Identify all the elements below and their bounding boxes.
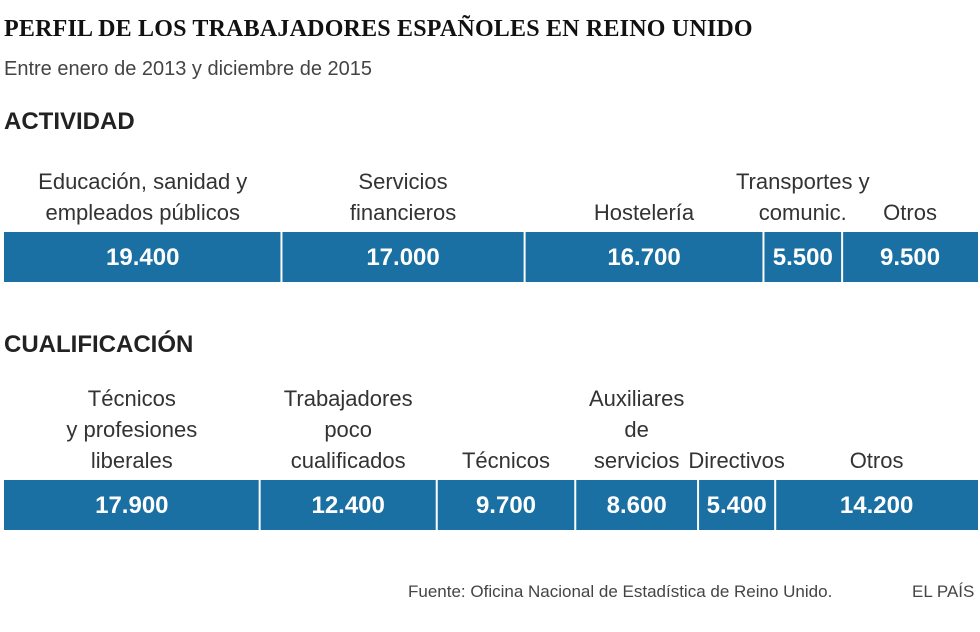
bar-segment	[842, 232, 978, 282]
bar-segment	[436, 480, 576, 530]
category-label: Otros	[850, 448, 904, 473]
bar-value-label: 12.400	[311, 492, 384, 519]
brand-logo: EL PAÍS	[912, 582, 975, 601]
bar-segment	[698, 480, 776, 530]
category-label: Transportes y comunic.	[736, 169, 870, 225]
bar-segment	[4, 480, 260, 530]
bar-segment	[763, 232, 843, 282]
category-label: Hostelería	[594, 200, 695, 225]
bar-segment	[259, 480, 437, 530]
category-label: Otros	[883, 200, 937, 225]
category-label: Educación, sanidad y empleados públicos	[38, 169, 247, 225]
stacked-bar-cualificacion: 17.900 Técnicos y profesiones liberales 12.4…	[4, 386, 978, 530]
category-label: Servicios financieros	[350, 169, 456, 225]
category-label: Directivos	[688, 448, 785, 473]
bar-value-label: 5.400	[707, 492, 767, 519]
stacked-bar-actividad: 19.400 Educación, sanidad y empleados públ…	[4, 169, 978, 282]
category-label: Trabajadores poco cualificados	[284, 386, 413, 473]
bar-value-label: 9.500	[880, 244, 940, 271]
source-note: Fuente: Oficina Nacional de Estadística …	[408, 582, 833, 601]
chart-title: PERFIL DE LOS TRABAJADORES ESPAÑOLES EN …	[4, 16, 753, 42]
section-title-actividad: ACTIVIDAD	[4, 108, 135, 135]
bar-value-label: 17.900	[95, 492, 168, 519]
bar-value-label: 8.600	[607, 492, 667, 519]
section-title-cualificacion: CUALIFICACIÓN	[4, 331, 194, 358]
bar-segment	[524, 232, 764, 282]
bar-segment	[281, 232, 525, 282]
chart-subtitle: Entre enero de 2013 y diciembre de 2015	[4, 58, 373, 80]
bar-value-label: 19.400	[106, 244, 179, 271]
bar-segment	[575, 480, 699, 530]
bar-segment	[775, 480, 978, 530]
bar-segment	[4, 232, 282, 282]
category-label: Técnicos	[462, 448, 550, 473]
bar-value-label: 14.200	[840, 492, 913, 519]
category-label: Auxiliares de servicios	[589, 386, 684, 473]
bar-value-label: 17.000	[366, 244, 439, 271]
category-label: Técnicos y profesiones liberales	[66, 386, 197, 473]
bar-value-label: 16.700	[607, 244, 680, 271]
bar-value-label: 9.700	[476, 492, 536, 519]
bar-value-label: 5.500	[773, 244, 833, 271]
